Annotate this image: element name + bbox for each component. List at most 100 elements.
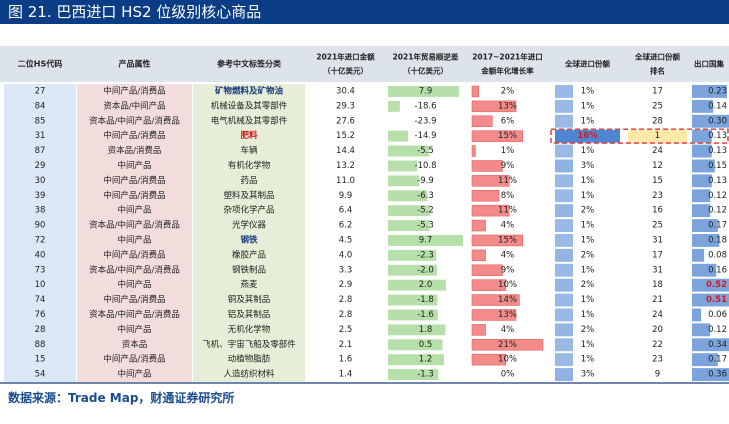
product-name: 有机化学物 [228, 160, 271, 171]
export-bar [692, 144, 712, 158]
import-value: 4.5 [339, 235, 353, 245]
export-bar [692, 263, 717, 277]
cagr-value: 15% [498, 131, 517, 141]
balance-bar [388, 190, 428, 202]
product-name: 电气机械及其零部件 [211, 115, 288, 126]
hs-code: 27 [35, 86, 46, 96]
product-attribute: 资本品/消费品 [108, 145, 162, 156]
export-bar [692, 159, 715, 173]
import-value: 15.2 [336, 131, 355, 141]
import-value: 3.3 [339, 265, 353, 275]
export-bar [692, 353, 718, 367]
product-attribute: 中间产品/消费品 [103, 175, 165, 186]
export-bar [692, 85, 727, 98]
balance-bar [388, 249, 437, 261]
balance-bar [388, 309, 438, 321]
header-balance: 2021年贸易顺逆差 [393, 52, 459, 62]
rank-value: 31 [652, 235, 663, 245]
share-bar [555, 174, 573, 188]
rank-value: 25 [652, 221, 663, 231]
export-value: 0.13 [708, 176, 727, 186]
rank-value: 25 [652, 101, 663, 111]
balance-value: -1.6 [417, 310, 434, 320]
share-bar [555, 263, 573, 277]
balance-bar [388, 130, 409, 142]
share-bar [555, 85, 573, 98]
product-name: 燕麦 [240, 279, 258, 290]
balance-value: 2.0 [419, 280, 433, 290]
cagr-bar [471, 115, 493, 128]
cagr-bar [471, 204, 510, 217]
share-value: 1% [581, 191, 595, 201]
cagr-bar [471, 100, 517, 113]
export-bar [692, 278, 729, 292]
cagr-bar [471, 175, 510, 187]
figure-title-bar: 图 21. 巴西进口 HS2 位级别核心商品 [0, 0, 729, 24]
balance-value: -10.8 [415, 161, 437, 171]
product-attribute: 资本品/中间产品 [103, 100, 165, 111]
balance-bar [388, 339, 443, 351]
balance-bar [388, 220, 430, 231]
import-value: 14.4 [336, 146, 355, 156]
balance-value: 1.2 [419, 355, 433, 365]
share-value: 2% [581, 280, 595, 290]
share-bar [555, 114, 573, 128]
import-value: 29.3 [336, 101, 355, 111]
cagr-bar [471, 353, 507, 366]
hs-code: 10 [35, 280, 46, 290]
cagr-bar [471, 324, 486, 336]
product-name: 矿物燃料及矿物油 [215, 85, 283, 96]
cagr-bar [471, 219, 486, 232]
product-name: 药品 [240, 175, 257, 186]
product-attribute: 中间产品/消费品 [103, 190, 165, 201]
cagr-value: 4% [501, 221, 515, 231]
export-value: 0.17 [708, 221, 727, 231]
hs-code: 38 [35, 206, 46, 216]
balance-value: -5.5 [417, 146, 434, 156]
product-name: 机械设备及其零部件 [211, 100, 288, 111]
cagr-bar [471, 294, 520, 306]
import-value: 30.4 [336, 86, 355, 96]
cagr-value: 21% [498, 340, 517, 350]
export-value: 0.12 [708, 206, 727, 216]
export-bar [692, 114, 729, 128]
export-value: 0.13 [708, 131, 727, 141]
figure-title: 图 21. 巴西进口 HS2 位级别核心商品 [8, 3, 262, 21]
share-bar [555, 353, 573, 367]
export-value: 0.08 [708, 250, 727, 260]
cagr-value: 8% [501, 191, 515, 201]
share-value: 1% [581, 116, 595, 126]
product-name: 钢铁 [240, 234, 258, 245]
product-attribute: 资本品/中间产品/消费品 [89, 264, 180, 275]
hs-code: 85 [35, 116, 46, 126]
balance-bar [388, 324, 446, 336]
balance-value: 7.9 [419, 86, 433, 96]
import-value: 4.0 [339, 250, 353, 260]
rank-value: 17 [652, 250, 663, 260]
product-name: 橡胶产品 [232, 249, 266, 260]
hs-code: 39 [35, 191, 46, 201]
share-value: 3% [581, 161, 595, 171]
balance-value: -2.0 [417, 265, 434, 275]
header-imports: 2021年进口金额 [316, 52, 375, 62]
export-value: 0.16 [708, 265, 727, 275]
share-value: 16% [577, 131, 598, 141]
export-bar [692, 248, 705, 262]
product-attribute: 资本品/中间产品/消费品 [89, 220, 180, 231]
export-value: 0.30 [708, 116, 727, 126]
share-value: 1% [581, 86, 595, 96]
cagr-bar [471, 279, 507, 291]
balance-value: -9.9 [417, 176, 434, 186]
import-value: 6.4 [339, 206, 353, 216]
cagr-value: 1% [501, 146, 515, 156]
export-value: 0.13 [708, 146, 727, 156]
header-export: 出口国集 [694, 59, 724, 69]
header-balance-unit: （十亿美元） [403, 66, 448, 76]
share-value: 2% [581, 206, 595, 216]
share-value: 1% [581, 295, 595, 305]
balance-bar [388, 205, 430, 217]
header-imports-unit: （十亿美元） [323, 66, 368, 76]
export-bar [692, 293, 729, 307]
export-value: 0.06 [708, 310, 727, 320]
hs-code: 40 [35, 250, 46, 260]
